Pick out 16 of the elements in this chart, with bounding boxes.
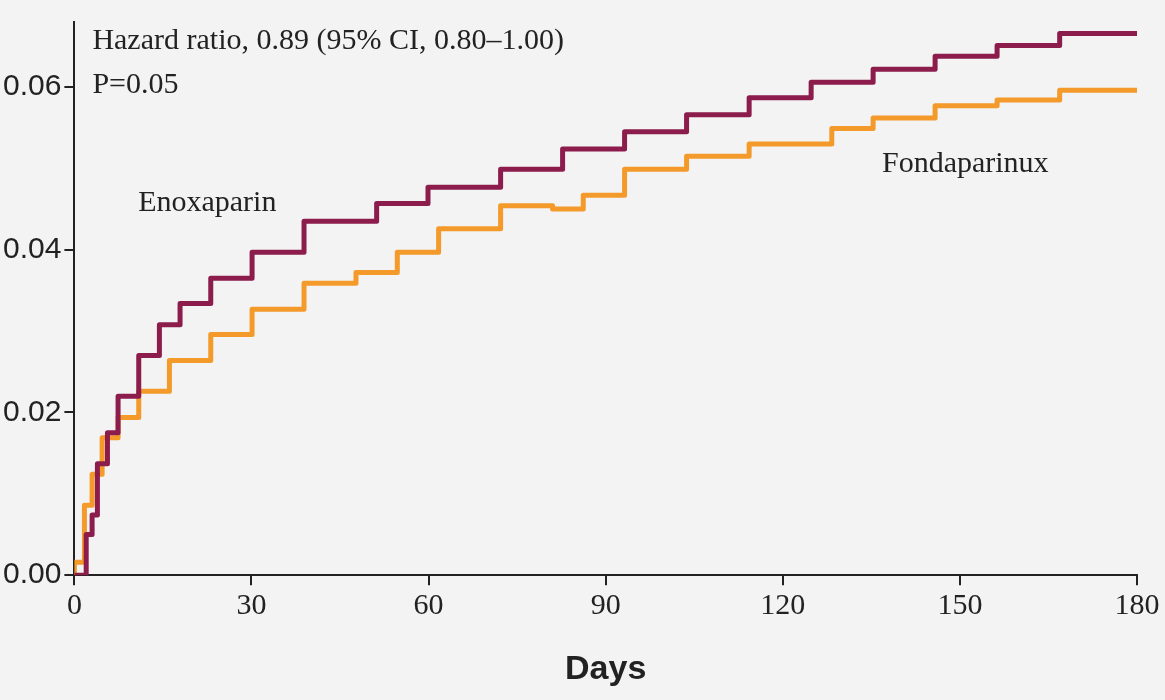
series-label: Enoxaparin <box>138 183 277 217</box>
annotation: P=0.05 <box>92 65 179 99</box>
y-tick-label: 0.00 <box>3 556 62 590</box>
x-tick-label: 60 <box>413 587 444 621</box>
x-tick-label: 150 <box>937 587 983 621</box>
x-tick-label: 120 <box>760 587 806 621</box>
x-tick-label: 180 <box>1114 587 1160 621</box>
y-tick-label: 0.02 <box>3 393 62 427</box>
x-tick-label: 0 <box>66 587 82 621</box>
x-axis-title: Days <box>565 647 647 686</box>
series-label: Fondaparinux <box>881 145 1049 179</box>
y-tick-label: 0.04 <box>3 231 62 265</box>
x-tick-label: 30 <box>236 587 267 621</box>
y-tick-label: 0.06 <box>3 68 62 102</box>
annotation: Hazard ratio, 0.89 (95% CI, 0.80–1.00) <box>92 21 564 56</box>
x-tick-label: 90 <box>590 587 621 621</box>
